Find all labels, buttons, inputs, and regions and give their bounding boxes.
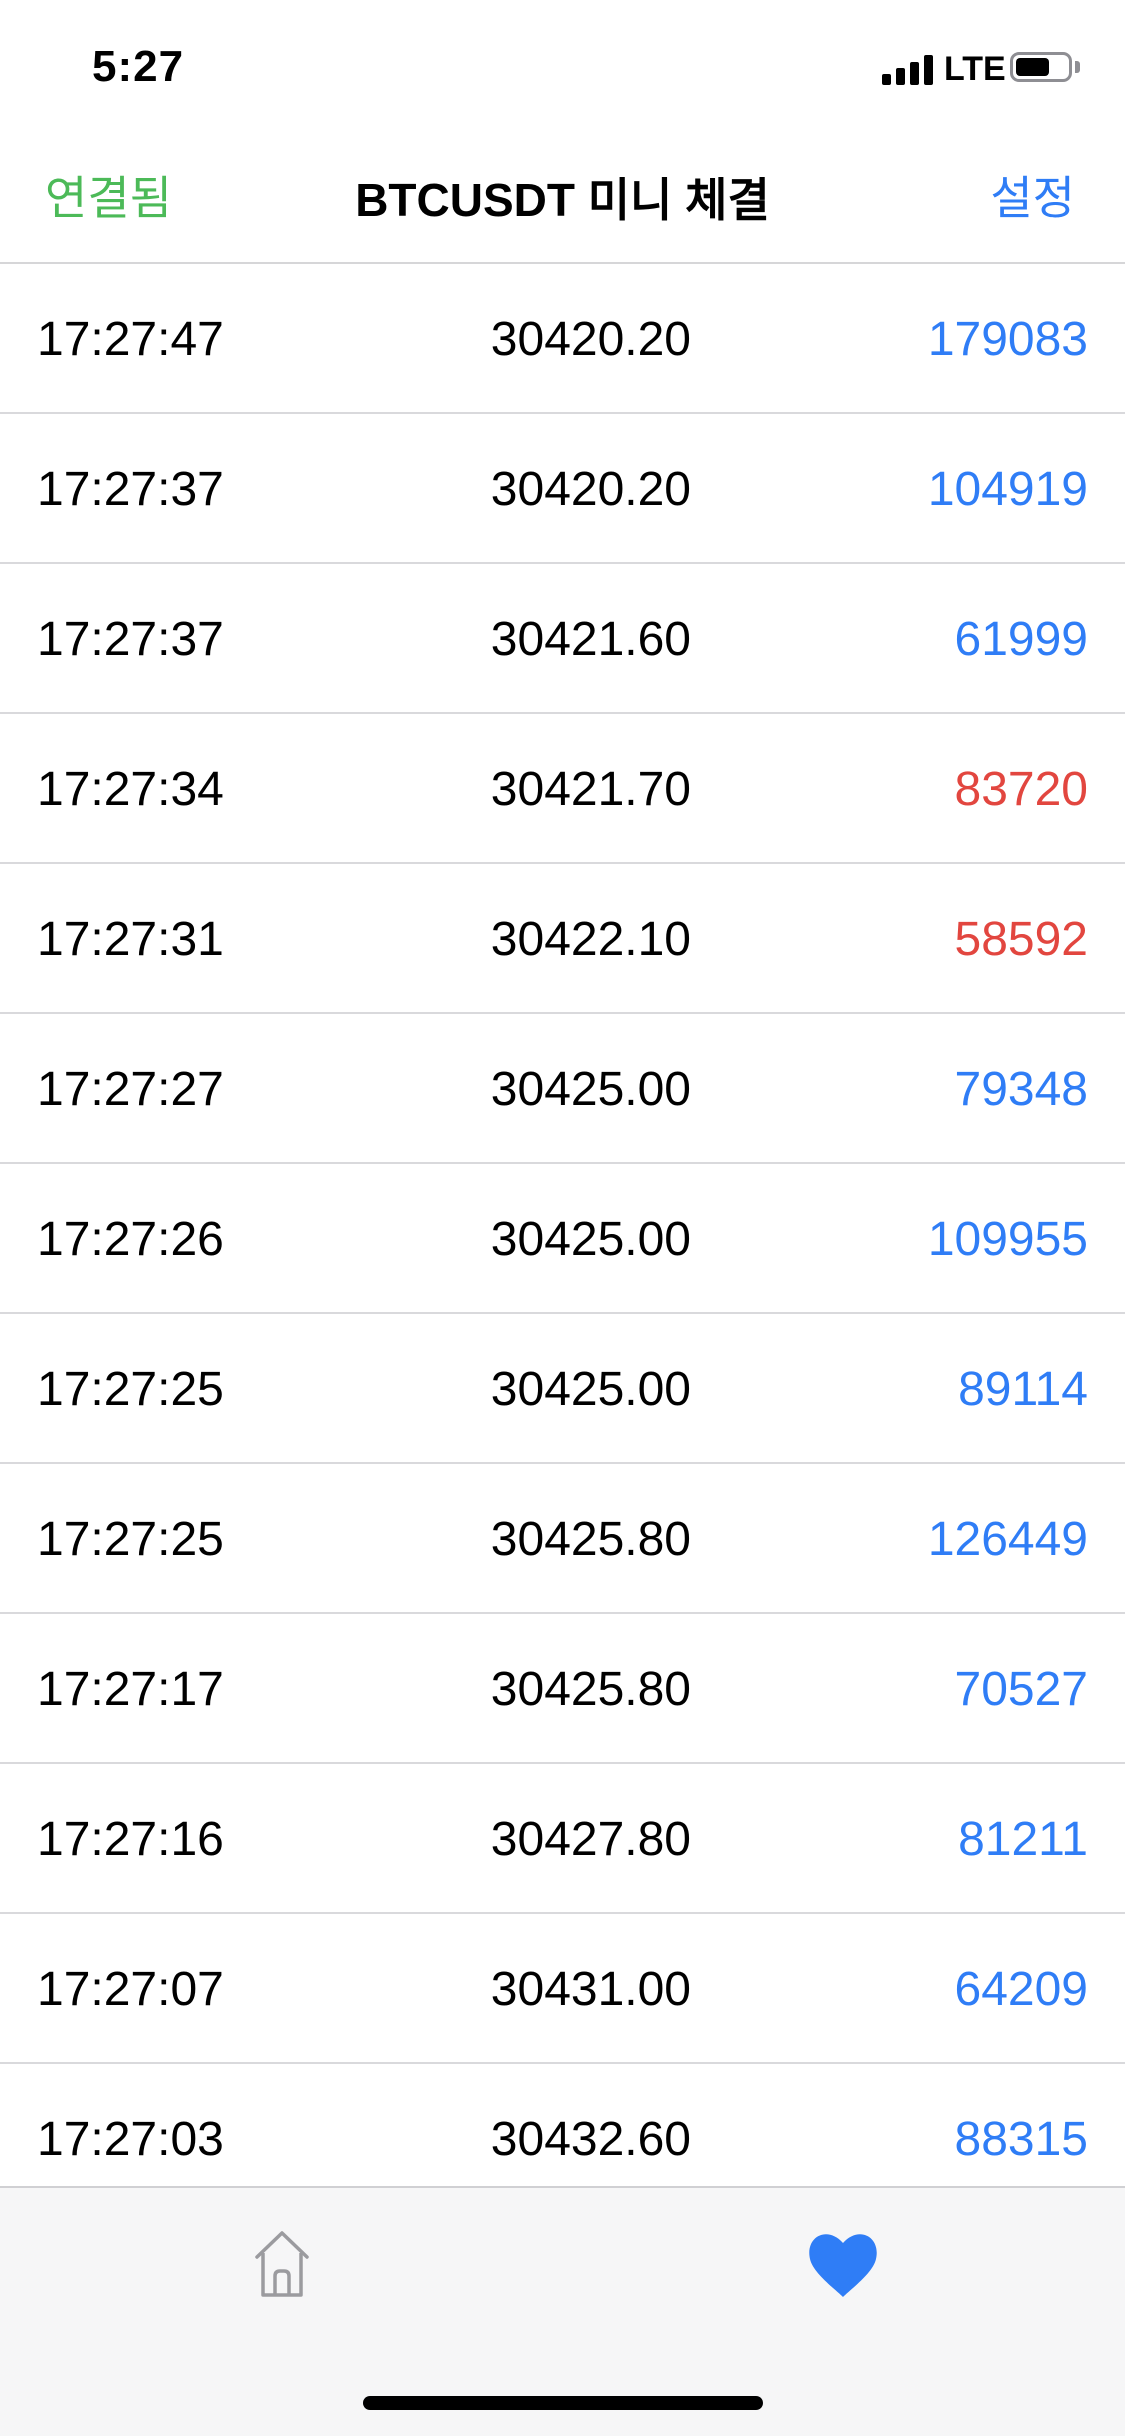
trade-quantity: 88315 [954,2113,1088,2166]
tab-favorites[interactable] [783,2213,903,2303]
trade-row[interactable]: 17:27:16 30427.80 81211 [0,1764,1125,1914]
trade-list[interactable]: 17:27:47 30420.20 179083 17:27:37 30420.20 10… [0,264,1125,2186]
trade-time: 17:27:27 [37,1063,224,1116]
trade-time: 17:27:07 [37,1963,224,2016]
trade-row[interactable]: 17:27:25 30425.80 126449 [0,1464,1125,1614]
home-indicator [363,2396,763,2410]
battery-level [1016,58,1049,76]
page-title: BTCUSDT 미니 체결 [355,174,770,226]
trade-row[interactable]: 17:27:25 30425.00 89114 [0,1314,1125,1464]
trade-price: 30431.00 [490,1963,691,2016]
trade-time: 17:27:34 [37,763,224,816]
trade-quantity: 104919 [927,463,1088,516]
trade-time: 17:27:25 [37,1363,224,1416]
trade-price: 30427.80 [490,1813,691,1866]
trade-price: 30425.80 [490,1513,691,1566]
trade-time: 17:27:03 [37,2113,224,2166]
trade-row[interactable]: 17:27:17 30425.80 70527 [0,1614,1125,1764]
trade-price: 30425.00 [490,1363,691,1416]
trade-quantity: 58592 [954,913,1088,966]
trade-quantity: 83720 [954,763,1088,816]
trade-quantity: 109955 [927,1213,1088,1266]
battery-cap [1075,61,1080,73]
trade-row[interactable]: 17:27:07 30431.00 64209 [0,1914,1125,2064]
trade-quantity: 179083 [927,313,1088,366]
trade-price: 30421.70 [490,763,691,816]
trade-time: 17:27:25 [37,1513,224,1566]
trade-quantity: 89114 [958,1363,1088,1416]
trade-row[interactable]: 17:27:03 30432.60 88315 [0,2064,1125,2186]
trade-time: 17:27:47 [37,313,224,366]
trade-row[interactable]: 17:27:34 30421.70 83720 [0,714,1125,864]
trade-row[interactable]: 17:27:27 30425.00 79348 [0,1014,1125,1164]
trade-time: 17:27:16 [37,1813,224,1866]
trade-quantity: 61999 [954,613,1088,666]
home-icon [255,2231,309,2297]
trade-time: 17:27:37 [37,613,224,666]
trade-price: 30421.60 [490,613,691,666]
trade-quantity: 64209 [954,1963,1088,2016]
trade-price: 30425.80 [490,1663,691,1716]
trade-quantity: 70527 [954,1663,1088,1716]
trade-price: 30420.20 [490,313,691,366]
status-time: 5:27 [92,42,185,91]
settings-button[interactable]: 설정 [990,172,1075,224]
trade-price: 30420.20 [490,463,691,516]
trade-time: 17:27:37 [37,463,224,516]
trade-row[interactable]: 17:27:31 30422.10 58592 [0,864,1125,1014]
navigation-bar: 연결됨 BTCUSDT 미니 체결 설정 [0,132,1125,264]
trade-time: 17:27:17 [37,1663,224,1716]
trade-row[interactable]: 17:27:47 30420.20 179083 [0,264,1125,414]
connection-status[interactable]: 연결됨 [45,172,172,224]
network-type: LTE [944,50,1006,88]
trade-row[interactable]: 17:27:37 30421.60 61999 [0,564,1125,714]
trade-row[interactable]: 17:27:26 30425.00 109955 [0,1164,1125,1314]
status-bar: 5:27 LTE [0,0,1125,132]
trade-quantity: 79348 [954,1063,1088,1116]
trade-price: 30425.00 [490,1063,691,1116]
trade-price: 30432.60 [490,2113,691,2166]
heart-icon [809,2234,877,2297]
battery-icon [1010,52,1072,82]
trade-quantity: 81211 [958,1813,1088,1866]
trade-row[interactable]: 17:27:37 30420.20 104919 [0,414,1125,564]
trade-price: 30422.10 [490,913,691,966]
trade-price: 30425.00 [490,1213,691,1266]
tab-bar [0,2186,1125,2436]
tab-home[interactable] [222,2213,342,2303]
trade-quantity: 126449 [927,1513,1088,1566]
trade-time: 17:27:26 [37,1213,224,1266]
signal-strength-icon [882,55,936,85]
trade-time: 17:27:31 [37,913,224,966]
